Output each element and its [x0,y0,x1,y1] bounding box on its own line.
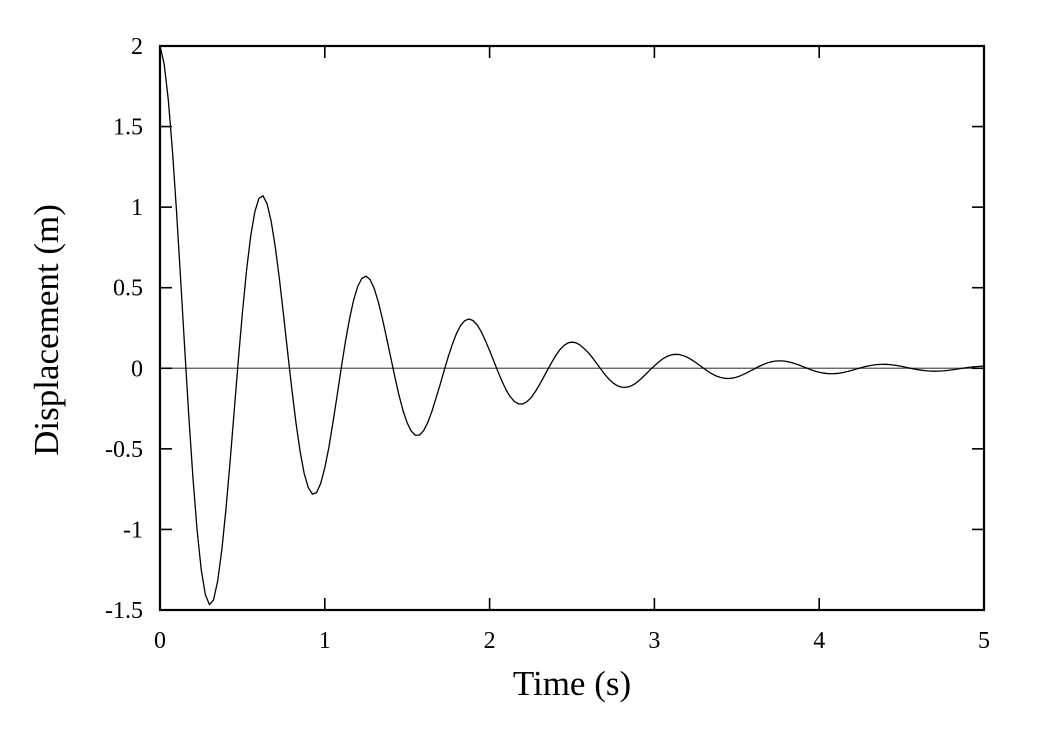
y-axis-label: Displacement (m) [27,204,66,456]
x-tick-label: 5 [978,628,990,654]
displacement-curve [159,45,985,606]
x-tick-label: 1 [319,628,331,654]
y-tick-label: -0.5 [105,437,143,463]
x-tick-label: 2 [484,628,496,654]
y-tick-label: -1.5 [105,598,143,624]
y-tick-label: 0 [131,356,143,382]
x-axis-label: Time (s) [513,664,631,703]
y-tick-label: 2 [131,34,143,60]
plot-area [158,44,986,612]
x-axis-tick-labels: 0 1 2 3 4 5 [154,628,990,654]
x-tick-label: 4 [813,628,825,654]
y-tick-label: 1.5 [113,115,143,141]
y-tick-label: -1 [123,517,143,543]
y-axis-tick-labels: -1.5 -1 -0.5 0 0.5 1 1.5 2 [105,34,143,624]
y-tick-label: 0.5 [113,276,143,302]
x-tick-label: 3 [648,628,660,654]
plot-background [160,46,984,610]
plot-frame [158,44,986,612]
y-tick-label: 1 [131,195,143,221]
x-tick-label: 0 [154,628,166,654]
